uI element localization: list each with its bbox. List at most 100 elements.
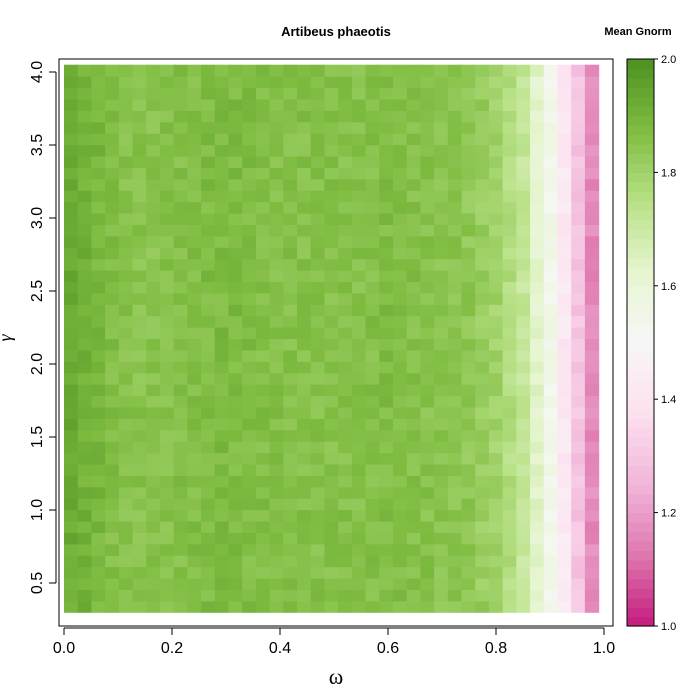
heatmap-cell (91, 532, 106, 545)
heatmap-cell (351, 406, 367, 419)
heatmap-cell (173, 543, 188, 556)
heatmap-cell (159, 121, 175, 134)
heatmap-cell (310, 144, 326, 157)
heatmap-cell (214, 121, 230, 134)
heatmap-cell (338, 327, 353, 340)
heatmap-cell (146, 395, 161, 408)
heatmap-cell (77, 361, 93, 374)
colorbar-swatch (627, 559, 654, 570)
heatmap-cell (530, 167, 545, 180)
heatmap-cell (297, 509, 312, 522)
heatmap-cell (242, 338, 257, 351)
heatmap-cell (64, 384, 79, 397)
heatmap-cell (406, 395, 421, 408)
heatmap-cell (502, 463, 517, 476)
heatmap-cell (255, 178, 271, 191)
heatmap-cell (557, 532, 572, 545)
heatmap-cell (324, 247, 339, 260)
heatmap-cell (516, 178, 531, 191)
heatmap-cell (406, 372, 421, 385)
heatmap-cell (173, 247, 188, 260)
heatmap-cell (447, 98, 463, 111)
heatmap-cell (91, 520, 106, 533)
heatmap-cell (488, 361, 504, 374)
heatmap-cell (118, 429, 134, 442)
heatmap-cell (187, 224, 202, 237)
colorbar-swatch (627, 172, 654, 183)
heatmap-cell (132, 543, 147, 556)
heatmap-cell (461, 577, 476, 590)
heatmap-cell (132, 258, 147, 271)
heatmap-cell (502, 532, 517, 545)
heatmap-cell (187, 281, 202, 294)
heatmap-cell (571, 566, 586, 579)
heatmap-cell (379, 87, 394, 100)
heatmap-cell (310, 304, 326, 317)
heatmap-cell (159, 463, 175, 476)
colorbar-swatch (627, 200, 654, 211)
heatmap-cell (351, 441, 367, 454)
heatmap-cell (461, 338, 476, 351)
heatmap-cell (187, 589, 202, 602)
heatmap-cell (77, 532, 93, 545)
plot-frame (58, 58, 614, 627)
heatmap-cell (571, 520, 586, 533)
heatmap-cell (365, 212, 380, 225)
heatmap-cell (365, 304, 380, 317)
colorbar-swatch (627, 342, 654, 353)
heatmap-cell (310, 110, 326, 123)
heatmap-cell (255, 566, 271, 579)
heatmap-cell (584, 247, 600, 260)
heatmap-cell (173, 418, 188, 431)
heatmap-cell (173, 452, 188, 465)
heatmap-cell (584, 452, 600, 465)
heatmap-cell (77, 577, 93, 590)
heatmap-cell (214, 144, 230, 157)
heatmap-cell (91, 304, 106, 317)
heatmap-cell (77, 475, 93, 488)
heatmap-cell (283, 315, 298, 328)
heatmap-cell (255, 270, 271, 283)
heatmap-cell (420, 532, 435, 545)
heatmap-cell (584, 292, 600, 305)
heatmap-cell (132, 441, 147, 454)
heatmap-cell (242, 463, 257, 476)
heatmap-cell (118, 589, 134, 602)
heatmap-cell (297, 589, 312, 602)
heatmap-cell (475, 133, 490, 146)
heatmap-cell (571, 327, 586, 340)
heatmap-cell (242, 133, 257, 146)
heatmap-cell (475, 155, 490, 168)
heatmap-cell (379, 395, 394, 408)
heatmap-cell (571, 281, 586, 294)
heatmap-cell (475, 384, 490, 397)
heatmap-cell (516, 406, 531, 419)
heatmap-cell (283, 155, 298, 168)
heatmap-cell (502, 338, 517, 351)
heatmap-cell (187, 98, 202, 111)
heatmap-cell (406, 600, 421, 613)
heatmap-cell (173, 338, 188, 351)
heatmap-cell (146, 589, 161, 602)
heatmap-cell (447, 212, 463, 225)
heatmap-cell (146, 64, 161, 77)
heatmap-cell (434, 201, 449, 214)
heatmap-cell (530, 361, 545, 374)
heatmap-cell (187, 212, 202, 225)
heatmap-cell (488, 395, 504, 408)
heatmap-cell (187, 110, 202, 123)
heatmap-cell (571, 338, 586, 351)
heatmap-cell (269, 566, 284, 579)
heatmap-cell (146, 304, 161, 317)
heatmap-cell (406, 258, 421, 271)
heatmap-cell (132, 406, 147, 419)
heatmap-cell (297, 532, 312, 545)
heatmap-cell (420, 384, 435, 397)
colorbar-frame (626, 58, 655, 627)
heatmap-cell (379, 338, 394, 351)
heatmap-cell (269, 372, 284, 385)
colorbar-swatch (627, 248, 654, 259)
heatmap-cell (91, 543, 106, 556)
heatmap-cell (543, 349, 559, 362)
heatmap-cell (351, 247, 367, 260)
